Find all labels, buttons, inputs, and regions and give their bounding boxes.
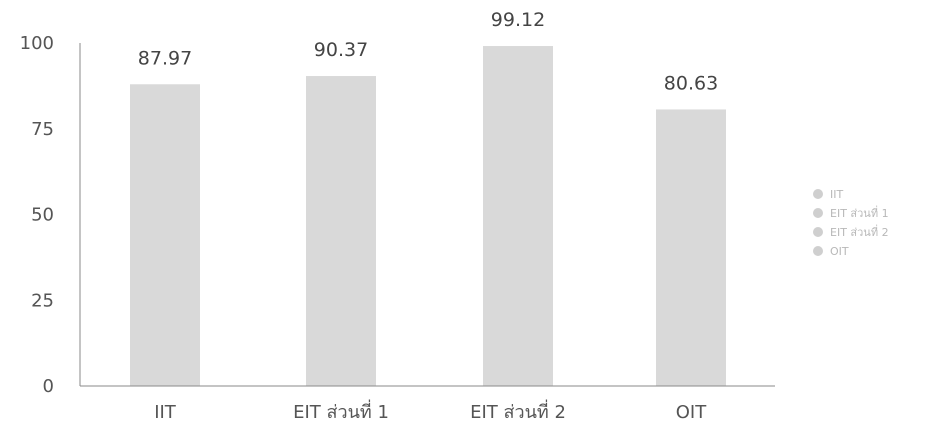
legend-label: EIT ส่วนที่ 1	[830, 205, 889, 220]
bar	[483, 46, 553, 386]
bar	[656, 109, 726, 387]
bar	[130, 84, 200, 386]
legend-label: OIT	[830, 245, 849, 258]
data-label: 80.63	[664, 72, 718, 94]
legend-label: IIT	[830, 188, 843, 201]
bar	[306, 76, 376, 387]
x-tick-label: EIT ส่วนที่ 2	[470, 399, 566, 423]
y-tick-label: 50	[31, 205, 54, 226]
bars	[130, 46, 726, 387]
legend: IIT EIT ส่วนที่ 1 EIT ส่วนที่ 2 OIT	[813, 188, 889, 258]
y-tick-label: 100	[20, 33, 54, 54]
legend-marker	[813, 208, 823, 218]
x-tick-label: EIT ส่วนที่ 1	[293, 399, 389, 423]
legend-label: EIT ส่วนที่ 2	[830, 224, 889, 239]
x-axis-labels: IIT EIT ส่วนที่ 1 EIT ส่วนที่ 2 OIT	[154, 399, 707, 423]
x-tick-label: OIT	[676, 402, 707, 423]
legend-marker	[813, 246, 823, 256]
data-labels: 87.97 90.37 99.12 80.63	[138, 9, 718, 94]
data-label: 87.97	[138, 47, 192, 69]
data-label: 90.37	[314, 39, 368, 61]
legend-marker	[813, 227, 823, 237]
y-axis-ticks: 0 25 50 75 100	[20, 33, 54, 397]
y-tick-label: 25	[31, 290, 54, 311]
y-tick-label: 0	[43, 376, 54, 397]
x-tick-label: IIT	[154, 402, 177, 423]
legend-marker	[813, 189, 823, 199]
y-tick-label: 75	[31, 119, 54, 140]
data-label: 99.12	[491, 9, 545, 31]
